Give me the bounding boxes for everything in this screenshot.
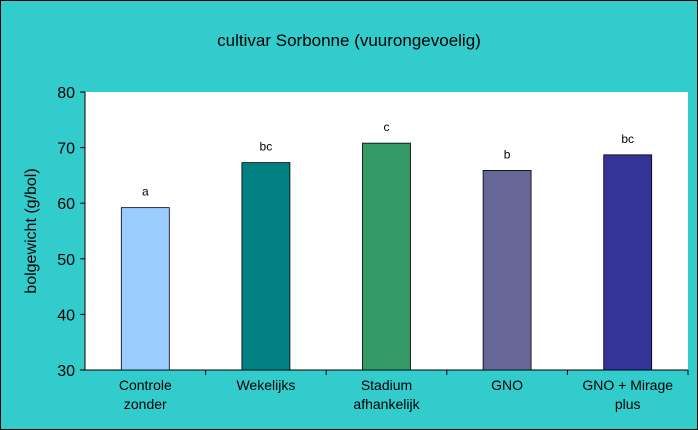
y-tick-label: 50 — [57, 252, 75, 269]
x-tick-label: Controle zonder — [119, 377, 172, 412]
bar — [120, 207, 170, 371]
x-tick-label: GNO — [491, 377, 523, 393]
y-tick-label: 60 — [57, 196, 75, 213]
y-tick-label: 70 — [57, 141, 75, 158]
x-tick-label: Wekelijks — [236, 377, 295, 393]
chart-title: cultivar Sorbonne (vuurongevoelig) — [217, 31, 481, 50]
y-axis-label: bolgewicht (g/bol) — [23, 168, 40, 293]
x-tick-label: Stadium afhankelijk — [353, 377, 420, 412]
annotation: bc — [260, 140, 273, 154]
y-tick-label: 80 — [57, 85, 75, 102]
annotation: a — [142, 185, 149, 199]
bar — [362, 142, 411, 371]
annotation: b — [504, 147, 511, 161]
annotation: bc — [621, 132, 634, 146]
bar — [603, 154, 653, 371]
bar — [241, 162, 291, 371]
annotation: c — [384, 120, 390, 134]
y-tick-label: 40 — [57, 307, 75, 324]
bar — [482, 169, 532, 371]
x-tick-label: GNO + Mirage plus — [582, 377, 673, 412]
y-tick-label: 30 — [57, 363, 75, 380]
